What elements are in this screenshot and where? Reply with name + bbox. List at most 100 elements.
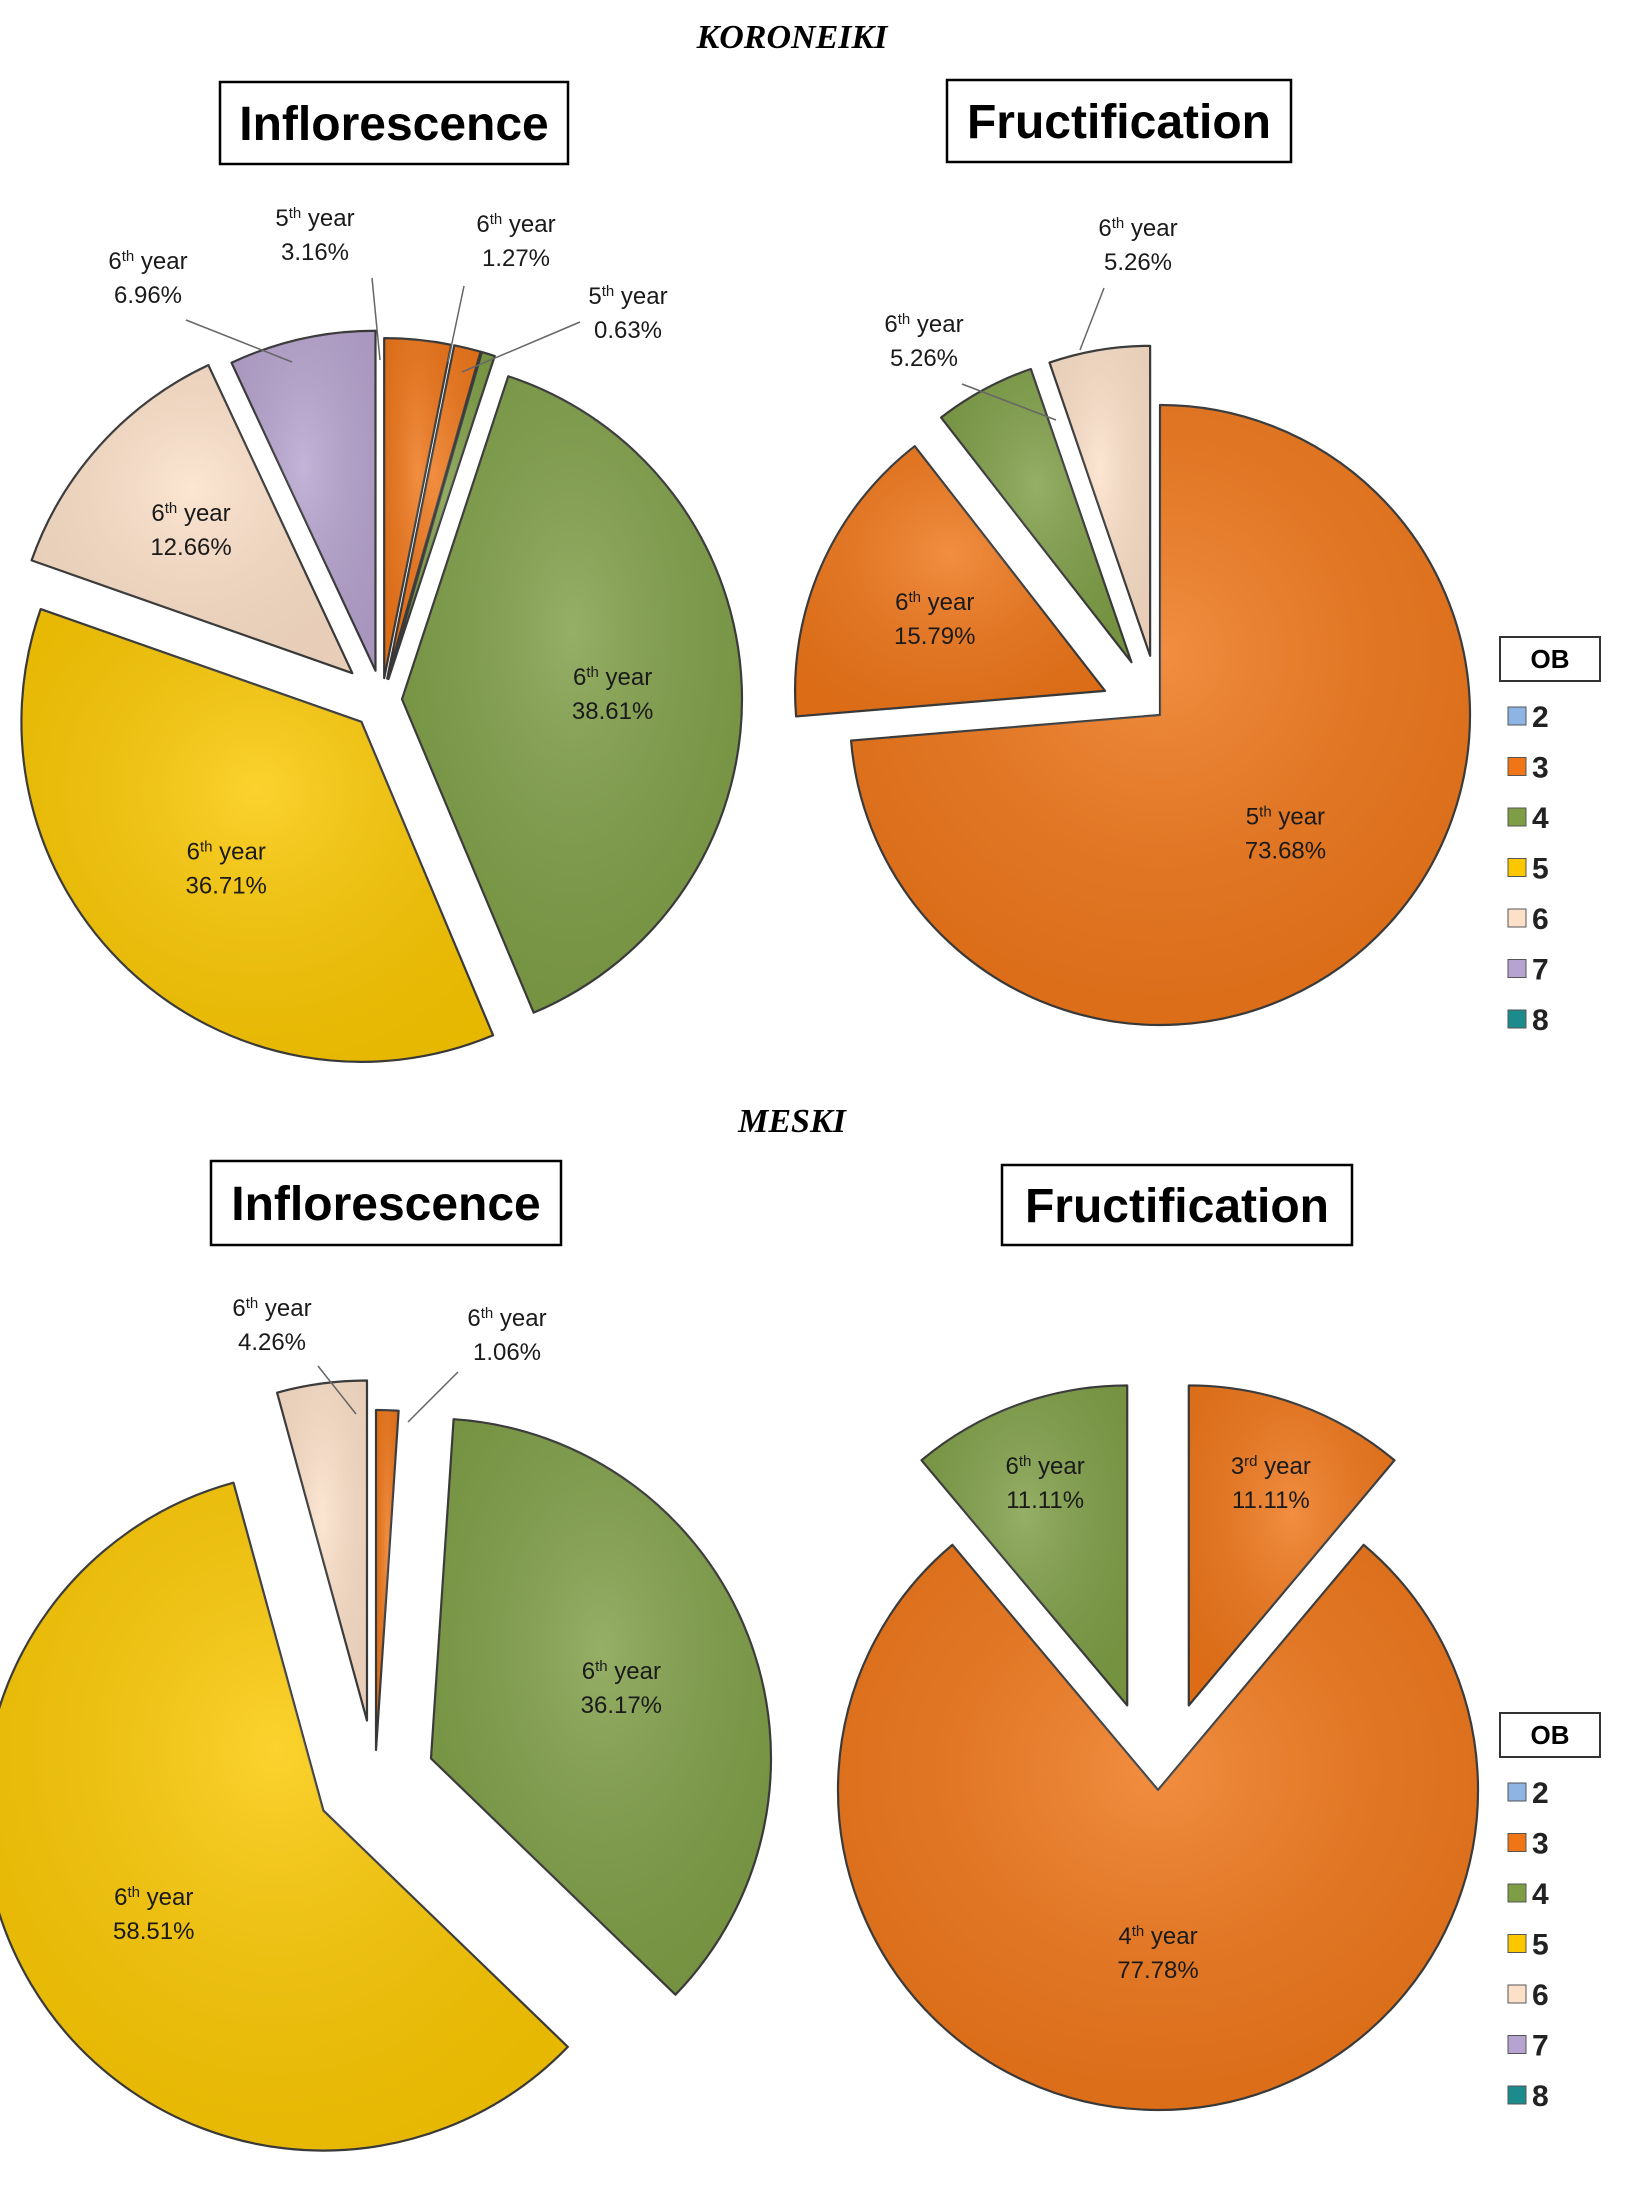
- legend-swatch-5: [1507, 1934, 1527, 1953]
- leader-line: [961, 383, 1057, 421]
- pie-slice-shading: [21, 609, 494, 1062]
- slice-year-suffix: th: [1259, 803, 1272, 820]
- slice-year-number: 6: [573, 664, 586, 691]
- pie-slice-shading: [401, 376, 742, 1013]
- slice-year-number: 5: [275, 205, 288, 232]
- legend-label-5: 5: [1532, 853, 1549, 886]
- leader-line: [461, 321, 581, 373]
- slice-year-suffix: rd: [1244, 1452, 1257, 1469]
- slice-value-label: 12.66%: [150, 534, 231, 561]
- slice-year-number: 6: [467, 1305, 480, 1332]
- slice-year-number: 6: [895, 589, 908, 616]
- slice-year-word: year: [258, 1295, 311, 1322]
- slice-value-label: 58.51%: [113, 1918, 194, 1945]
- pie-slice-shading: [384, 338, 452, 679]
- slice-year-word: year: [1124, 215, 1177, 242]
- slice-year-label: 6th year: [467, 1305, 546, 1333]
- slice-year-word: year: [177, 500, 230, 527]
- slice-value-label: 5.26%: [890, 345, 958, 372]
- slice-year-number: 6: [1098, 215, 1111, 242]
- slice-year-label: 6th year: [582, 1658, 661, 1686]
- slice-year-label: 6th year: [108, 248, 187, 276]
- chart-title-meski-inflorescence: Inflorescence: [209, 1159, 563, 1247]
- slice-year-label: 6th year: [187, 838, 266, 866]
- slice-year-label: 6th year: [884, 311, 963, 339]
- slice-year-number: 6: [151, 500, 164, 527]
- slice-year-suffix: th: [122, 248, 135, 265]
- chart-title-text: Inflorescence: [239, 98, 548, 151]
- pie-slice-shading: [430, 1419, 771, 1995]
- slice-year-label: 4th year: [1118, 1923, 1197, 1951]
- slice-year-suffix: th: [246, 1295, 259, 1312]
- slice-year-word: year: [1144, 1923, 1197, 1950]
- slice-year-number: 6: [187, 838, 200, 865]
- slice-year-suffix: th: [908, 589, 921, 606]
- legend-swatch-8: [1507, 2085, 1527, 2105]
- slice-value-label: 0.63%: [594, 317, 662, 344]
- pie-slice-shading: [1188, 1385, 1395, 1706]
- slice-year-number: 6: [582, 1658, 595, 1685]
- slice-year-label: 6th year: [476, 211, 555, 239]
- legend-meski: OB 2 3 4 5 6 7 8: [1499, 1712, 1601, 2113]
- chart-title-koroneiki-fructification: Fructification: [945, 78, 1293, 164]
- chart-title-text: Inflorescence: [231, 1178, 540, 1231]
- legend-swatch-4: [1507, 807, 1527, 827]
- chart-title-text: Fructification: [1025, 1180, 1329, 1233]
- slice-year-number: 6: [476, 211, 489, 238]
- pie-slice-shading: [795, 446, 1106, 717]
- slice-year-suffix: th: [1112, 215, 1125, 232]
- slice-year-number: 5: [1246, 803, 1259, 830]
- slice-value-label: 38.61%: [572, 698, 653, 725]
- slice-year-suffix: th: [1019, 1452, 1032, 1469]
- legend-label-4: 4: [1532, 802, 1549, 835]
- slice-year-number: 6: [114, 1884, 127, 1911]
- legend-label-5: 5: [1532, 1929, 1549, 1962]
- slice-value-label: 4.26%: [238, 1329, 306, 1356]
- legend-swatch-6: [1507, 1984, 1527, 2004]
- legend-swatch-5: [1507, 858, 1527, 877]
- slice-value-label: 77.78%: [1117, 1957, 1198, 1984]
- legend-label-3: 3: [1532, 752, 1549, 785]
- slice-year-word: year: [301, 205, 354, 232]
- slice-year-label: 6th year: [1098, 215, 1177, 243]
- legend-label-2: 2: [1532, 1777, 1549, 1810]
- legend-label-8: 8: [1532, 2080, 1549, 2113]
- slice-year-word: year: [599, 664, 652, 691]
- slice-year-label: 6th year: [151, 500, 230, 528]
- legend-title-box: [1499, 1712, 1601, 1758]
- pie-slice-shading: [31, 365, 353, 674]
- legend-title-box: [1499, 636, 1601, 682]
- leader-line: [185, 319, 293, 363]
- slice-year-suffix: th: [127, 1884, 140, 1901]
- pie-slice-shading: [375, 1410, 399, 1751]
- slice-year-word: year: [502, 211, 555, 238]
- legend-koroneiki: OB 2 3 4 5 6 7 8: [1499, 636, 1601, 1037]
- slice-year-number: 6: [884, 311, 897, 338]
- chart-title-meski-fructification: Fructification: [1000, 1163, 1354, 1247]
- legend-swatch-3: [1507, 1833, 1527, 1852]
- slice-year-number: 6: [232, 1295, 245, 1322]
- pie-slice-shading: [231, 330, 376, 671]
- slice-year-number: 6: [108, 248, 121, 275]
- legend-title: OB: [1531, 644, 1570, 674]
- legend-swatch-7: [1507, 959, 1527, 978]
- legend-label-8: 8: [1532, 1004, 1549, 1037]
- legend-label-4: 4: [1532, 1878, 1549, 1911]
- slice-value-label: 73.68%: [1245, 837, 1326, 864]
- slice-value-label: 36.71%: [186, 872, 267, 899]
- slice-value-label: 1.27%: [482, 245, 550, 272]
- slice-year-suffix: th: [165, 500, 178, 517]
- legend-label-2: 2: [1532, 701, 1549, 734]
- slice-value-label: 36.17%: [581, 1692, 662, 1719]
- slice-year-suffix: th: [1132, 1923, 1145, 1940]
- slice-value-label: 5.26%: [1104, 249, 1172, 276]
- slice-year-number: 6: [1006, 1453, 1019, 1480]
- slice-year-word: year: [608, 1658, 661, 1685]
- pie-slice-shading: [277, 1380, 367, 1721]
- slice-year-label: 6th year: [232, 1295, 311, 1323]
